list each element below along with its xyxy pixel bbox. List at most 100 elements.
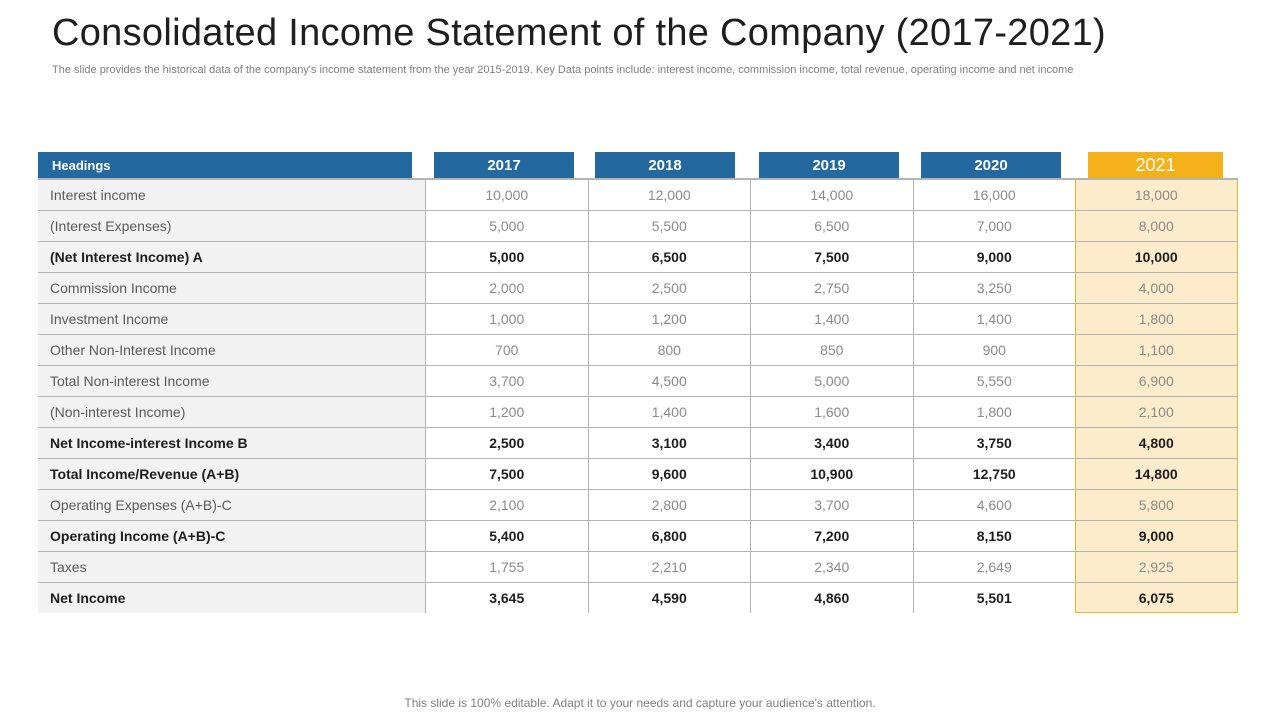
cell-2020: 16,000	[912, 180, 1075, 210]
cell-2020: 1,800	[912, 397, 1075, 427]
cell-2019: 850	[750, 335, 913, 365]
table-row: Commission Income 2,000 2,500 2,750 3,25…	[38, 273, 1238, 304]
row-label: Operating Income (A+B)-C	[38, 521, 425, 551]
cell-2020: 9,000	[912, 242, 1075, 272]
row-label: (Net Interest Income) A	[38, 242, 425, 272]
table-row: Operating Expenses (A+B)-C 2,100 2,800 3…	[38, 490, 1238, 521]
table-header: Headings 2017 2018 2019 2020 2021	[38, 152, 1238, 178]
cell-2018: 3,100	[587, 428, 750, 458]
cell-2020: 4,600	[912, 490, 1075, 520]
cell-2019: 1,600	[750, 397, 913, 427]
header-headings: Headings	[38, 152, 412, 178]
row-label: Interest income	[38, 180, 425, 210]
cell-2018: 5,500	[587, 211, 750, 241]
cell-2018: 2,800	[587, 490, 750, 520]
cell-2021: 5,800	[1075, 490, 1238, 520]
page-subtitle: The slide provides the historical data o…	[52, 64, 1074, 76]
cell-2021: 14,800	[1075, 459, 1238, 489]
row-label: Net Income-interest Income B	[38, 428, 425, 458]
cell-2017: 7,500	[425, 459, 588, 489]
table-row: Net Income 3,645 4,590 4,860 5,501 6,075	[38, 583, 1238, 613]
cell-2017: 5,000	[425, 242, 588, 272]
cell-2020: 5,501	[912, 583, 1075, 613]
cell-2017: 2,000	[425, 273, 588, 303]
cell-2017: 3,645	[425, 583, 588, 613]
cell-2018: 800	[587, 335, 750, 365]
cell-2020: 12,750	[912, 459, 1075, 489]
cell-2018: 6,800	[587, 521, 750, 551]
row-label: (Non-interest Income)	[38, 397, 425, 427]
cell-2020: 1,400	[912, 304, 1075, 334]
cell-2017: 1,755	[425, 552, 588, 582]
cell-2021: 2,925	[1075, 552, 1238, 582]
table-row: Total Income/Revenue (A+B) 7,500 9,600 1…	[38, 459, 1238, 490]
cell-2019: 2,340	[750, 552, 913, 582]
header-year-2017: 2017	[434, 152, 574, 178]
table-row: Operating Income (A+B)-C 5,400 6,800 7,2…	[38, 521, 1238, 552]
header-year-2020: 2020	[921, 152, 1061, 178]
cell-2019: 1,400	[750, 304, 913, 334]
cell-2017: 700	[425, 335, 588, 365]
cell-2021: 10,000	[1075, 242, 1238, 272]
income-statement-table: Headings 2017 2018 2019 2020 2021 Intere…	[38, 152, 1238, 613]
row-label: Commission Income	[38, 273, 425, 303]
table-row: Taxes 1,755 2,210 2,340 2,649 2,925	[38, 552, 1238, 583]
cell-2017: 2,500	[425, 428, 588, 458]
row-label: Net Income	[38, 583, 425, 613]
cell-2021: 18,000	[1075, 180, 1238, 210]
row-label: (Interest Expenses)	[38, 211, 425, 241]
cell-2019: 2,750	[750, 273, 913, 303]
row-label: Other Non-Interest Income	[38, 335, 425, 365]
table-row: (Net Interest Income) A 5,000 6,500 7,50…	[38, 242, 1238, 273]
cell-2018: 4,590	[587, 583, 750, 613]
cell-2020: 8,150	[912, 521, 1075, 551]
cell-2021: 1,100	[1075, 335, 1238, 365]
page-title: Consolidated Income Statement of the Com…	[52, 12, 1106, 54]
cell-2018: 6,500	[587, 242, 750, 272]
cell-2021: 4,000	[1075, 273, 1238, 303]
cell-2019: 14,000	[750, 180, 913, 210]
cell-2021: 1,800	[1075, 304, 1238, 334]
cell-2019: 7,200	[750, 521, 913, 551]
cell-2019: 4,860	[750, 583, 913, 613]
cell-2019: 5,000	[750, 366, 913, 396]
cell-2020: 5,550	[912, 366, 1075, 396]
cell-2020: 3,250	[912, 273, 1075, 303]
cell-2021: 6,900	[1075, 366, 1238, 396]
table-row: Other Non-Interest Income 700 800 850 90…	[38, 335, 1238, 366]
cell-2017: 5,400	[425, 521, 588, 551]
row-label: Total Income/Revenue (A+B)	[38, 459, 425, 489]
cell-2019: 7,500	[750, 242, 913, 272]
cell-2019: 6,500	[750, 211, 913, 241]
footer-note: This slide is 100% editable. Adapt it to…	[404, 696, 876, 710]
cell-2018: 4,500	[587, 366, 750, 396]
cell-2020: 3,750	[912, 428, 1075, 458]
cell-2021: 4,800	[1075, 428, 1238, 458]
cell-2018: 2,500	[587, 273, 750, 303]
table-row: Interest income 10,000 12,000 14,000 16,…	[38, 180, 1238, 211]
header-year-2019: 2019	[759, 152, 899, 178]
cell-2021: 8,000	[1075, 211, 1238, 241]
cell-2017: 1,000	[425, 304, 588, 334]
cell-2019: 10,900	[750, 459, 913, 489]
cell-2020: 7,000	[912, 211, 1075, 241]
cell-2017: 5,000	[425, 211, 588, 241]
table-row: Net Income-interest Income B 2,500 3,100…	[38, 428, 1238, 459]
cell-2018: 1,200	[587, 304, 750, 334]
cell-2020: 900	[912, 335, 1075, 365]
table-row: (Non-interest Income) 1,200 1,400 1,600 …	[38, 397, 1238, 428]
cell-2018: 9,600	[587, 459, 750, 489]
row-label: Taxes	[38, 552, 425, 582]
cell-2021: 2,100	[1075, 397, 1238, 427]
cell-2017: 3,700	[425, 366, 588, 396]
row-label: Operating Expenses (A+B)-C	[38, 490, 425, 520]
cell-2019: 3,400	[750, 428, 913, 458]
table-row: Total Non-interest Income 3,700 4,500 5,…	[38, 366, 1238, 397]
row-label: Investment Income	[38, 304, 425, 334]
header-year-2018: 2018	[595, 152, 735, 178]
table-row: (Interest Expenses) 5,000 5,500 6,500 7,…	[38, 211, 1238, 242]
cell-2021: 6,075	[1075, 583, 1238, 613]
cell-2018: 1,400	[587, 397, 750, 427]
cell-2020: 2,649	[912, 552, 1075, 582]
cell-2017: 2,100	[425, 490, 588, 520]
